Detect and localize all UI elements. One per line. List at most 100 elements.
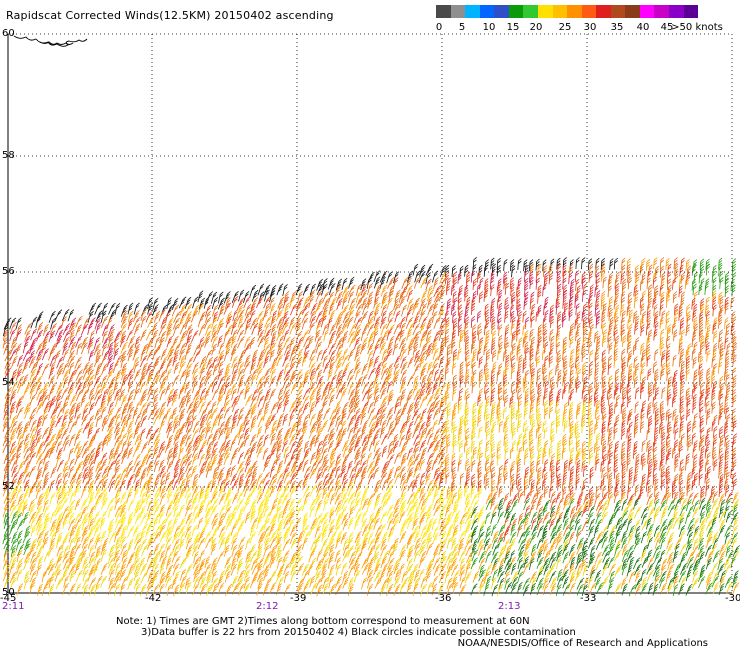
wind-barb [667, 498, 676, 511]
wind-barb [544, 296, 549, 309]
wind-barb [159, 388, 166, 401]
wind-barb [271, 356, 279, 369]
wind-barb [211, 343, 218, 356]
wind-barb [451, 329, 456, 342]
wind-barb [360, 471, 367, 484]
wind-barb [353, 498, 361, 511]
wind-barb [615, 472, 620, 485]
wind-barb [575, 343, 581, 356]
wind-barb [121, 452, 128, 465]
wind-barb [503, 523, 512, 536]
wind-barb [489, 414, 495, 427]
wind-barb [140, 523, 148, 536]
wind-barb [218, 525, 226, 538]
wind-barb [425, 278, 432, 291]
wind-barb [28, 356, 36, 369]
wind-barb [452, 441, 457, 453]
wind-barb [628, 570, 636, 583]
wind-barb [232, 414, 238, 427]
wind-barb [217, 550, 225, 563]
wind-barb [314, 458, 323, 471]
wind-barb [425, 272, 431, 285]
wind-barb [596, 504, 604, 517]
wind-barb [498, 334, 503, 347]
wind-barb [191, 524, 198, 537]
wind-barb [205, 349, 213, 362]
wind-barb [399, 563, 405, 576]
wind-barb [192, 304, 200, 317]
wind-barb [601, 263, 606, 276]
wind-barb [95, 415, 102, 428]
wind-barb [335, 291, 343, 304]
wind-barb [588, 518, 596, 531]
wind-barb [199, 576, 207, 589]
wind-barb [509, 259, 515, 272]
wind-barb [659, 570, 667, 583]
wind-barb [108, 401, 115, 414]
wind-barb [35, 342, 44, 355]
wind-barb [114, 518, 123, 531]
wind-barb [594, 453, 600, 466]
wind-barb [283, 343, 291, 356]
wind-barb [568, 479, 573, 492]
wind-barb [88, 402, 95, 415]
wind-barb [139, 402, 147, 415]
wind-barb [627, 335, 632, 348]
wind-barb [711, 562, 718, 575]
wind-barb [100, 381, 108, 394]
wind-barb [166, 335, 174, 348]
wind-barb [543, 329, 548, 342]
wind-barb [199, 387, 207, 400]
wind-barb [504, 439, 509, 452]
wind-barb [146, 473, 154, 486]
wind-barb [626, 498, 634, 511]
wind-barb [128, 499, 135, 511]
wind-barb [666, 524, 674, 537]
wind-barb [206, 291, 214, 304]
wind-barb [296, 309, 305, 322]
wind-barb [439, 276, 448, 289]
wind-barb [419, 350, 428, 363]
wind-barb [595, 400, 601, 413]
wind-barb [400, 472, 407, 485]
wind-barb [224, 570, 231, 583]
wind-barb [665, 570, 672, 583]
wind-barb [621, 310, 626, 323]
wind-barb [693, 271, 698, 284]
wind-barb [602, 499, 609, 512]
wind-barb [621, 479, 626, 492]
legend-color-bar [436, 5, 699, 18]
wind-barb [725, 544, 732, 557]
wind-barb [536, 577, 544, 590]
wind-barb [438, 303, 445, 316]
wind-barb [431, 303, 439, 316]
wind-barb [620, 577, 627, 590]
wind-barb [204, 323, 212, 336]
wind-barb [264, 493, 271, 506]
wind-barb [484, 543, 493, 556]
wind-barb [393, 562, 400, 575]
wind-barb [314, 452, 322, 465]
wind-barb [713, 433, 718, 446]
wind-barb [68, 458, 75, 471]
wind-barb [601, 530, 609, 543]
wind-barb [550, 536, 559, 549]
wind-barb [322, 323, 329, 336]
wind-barb [86, 374, 95, 387]
wind-barb [542, 466, 547, 479]
wind-barb [517, 490, 525, 503]
wind-barb [550, 381, 556, 394]
wind-barb [505, 544, 512, 557]
wind-barb [347, 484, 355, 497]
wind-barb [314, 505, 321, 517]
wind-barb [180, 531, 186, 544]
wind-barb [569, 420, 574, 433]
wind-barb [432, 382, 439, 395]
wind-barb [684, 512, 691, 525]
wind-barb [692, 499, 700, 512]
wind-barb [504, 394, 509, 407]
wind-barb [269, 530, 278, 543]
wind-barb [361, 419, 369, 432]
wind-barb [427, 440, 435, 453]
wind-barb [477, 472, 482, 485]
